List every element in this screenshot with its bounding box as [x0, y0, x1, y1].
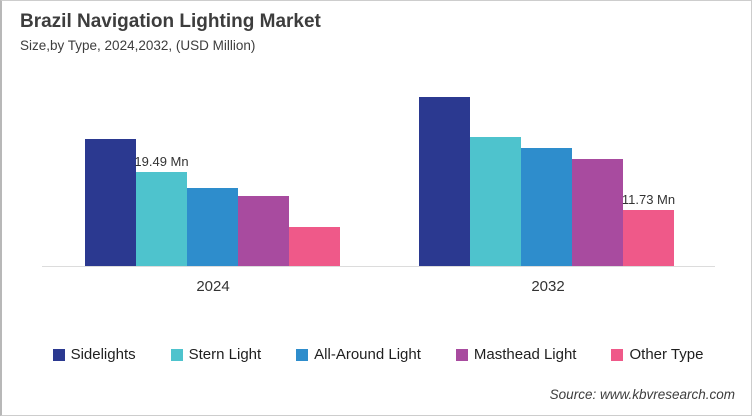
x-tick-2024: 2024 — [196, 278, 230, 295]
legend-swatch-icon — [170, 348, 183, 361]
legend-label: Stern Light — [188, 346, 262, 363]
legend-label: All-Around Light — [314, 346, 421, 363]
bar-stern-light-2024 — [136, 172, 187, 266]
bar-masthead-light-2024 — [238, 196, 289, 266]
bar-all-around-light-2032 — [521, 148, 572, 266]
x-axis-line — [42, 266, 715, 267]
bar-group-2024: 19.49 Mn — [85, 139, 340, 266]
legend-swatch-icon — [611, 348, 624, 361]
legend-label: Sidelights — [70, 346, 136, 363]
legend-swatch-icon — [455, 348, 468, 361]
bar-all-around-light-2024 — [187, 188, 238, 266]
legend-swatch-icon — [52, 348, 65, 361]
bar-sidelights-2024 — [85, 139, 136, 266]
bar-stern-light-2032 — [470, 137, 521, 266]
legend-label: Masthead Light — [473, 346, 577, 363]
legend-label: Other Type — [629, 346, 704, 363]
bar-sidelights-2032 — [419, 97, 470, 266]
source-credit: Source: www.kbvresearch.com — [549, 387, 735, 402]
chart-subtitle: Size,by Type, 2024,2032, (USD Million) — [20, 38, 256, 53]
data-label-19-49-mn: 19.49 Mn — [134, 154, 189, 169]
bar-group-2032: 11.73 Mn — [419, 97, 676, 266]
bar-other-type-2032 — [623, 210, 674, 266]
legend-item-all-around-light: All-Around Light — [296, 346, 421, 363]
legend: Sidelights Stern Light All-Around Light Mas… — [2, 346, 751, 363]
legend-item-stern-light: Stern Light — [170, 346, 262, 363]
data-label-11-73-mn: 11.73 Mn — [621, 192, 676, 207]
bar-masthead-light-2032 — [572, 159, 623, 266]
legend-item-masthead-light: Masthead Light — [455, 346, 577, 363]
legend-item-other-type: Other Type — [611, 346, 703, 363]
legend-swatch-icon — [296, 348, 309, 361]
legend-item-sidelights: Sidelights — [52, 346, 136, 363]
chart-title: Brazil Navigation Lighting Market — [20, 11, 321, 32]
plot-area: 19.49 Mn 11.73 Mn — [2, 1, 751, 267]
bar-other-type-2024 — [289, 227, 340, 266]
x-tick-2032: 2032 — [531, 278, 565, 295]
